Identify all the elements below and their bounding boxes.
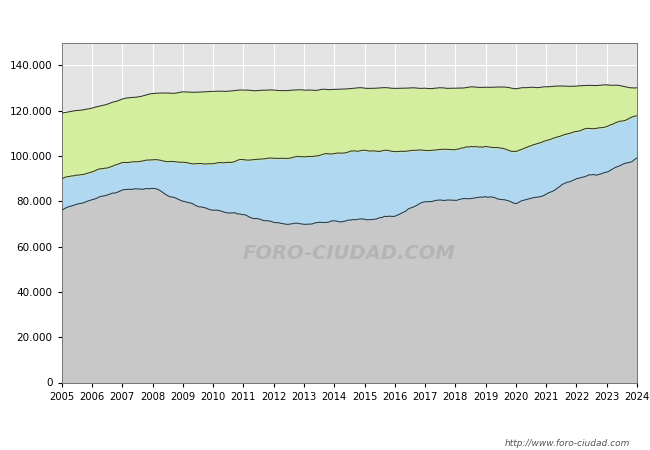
- Text: http://www.foro-ciudad.com: http://www.foro-ciudad.com: [505, 439, 630, 448]
- Text: Almería - Evolucion de la poblacion en edad de Trabajar Mayo de 2024: Almería - Evolucion de la poblacion en e…: [99, 10, 551, 22]
- Text: FORO-CIUDAD.COM: FORO-CIUDAD.COM: [243, 244, 456, 263]
